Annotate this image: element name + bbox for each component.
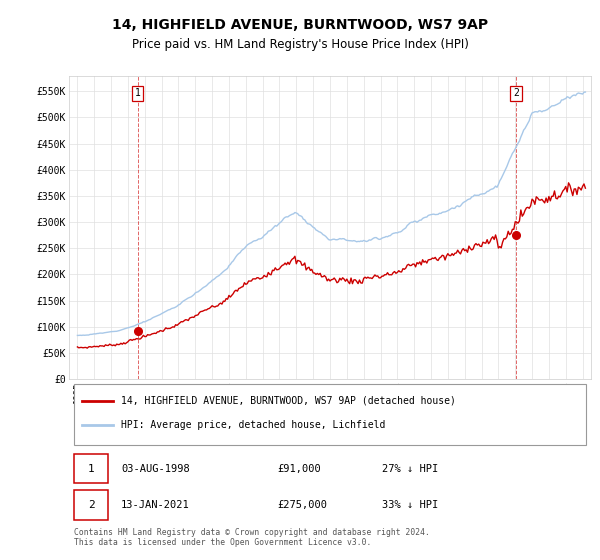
FancyBboxPatch shape: [74, 454, 108, 483]
Text: 13-JAN-2021: 13-JAN-2021: [121, 500, 190, 510]
FancyBboxPatch shape: [74, 491, 108, 520]
Text: HPI: Average price, detached house, Lichfield: HPI: Average price, detached house, Lich…: [121, 420, 386, 430]
Text: Contains HM Land Registry data © Crown copyright and database right 2024.
This d: Contains HM Land Registry data © Crown c…: [74, 528, 430, 548]
Text: 03-AUG-1998: 03-AUG-1998: [121, 464, 190, 474]
Text: Price paid vs. HM Land Registry's House Price Index (HPI): Price paid vs. HM Land Registry's House …: [131, 38, 469, 52]
Text: 2: 2: [513, 88, 519, 99]
Text: 2: 2: [88, 500, 95, 510]
Bar: [74, 384, 586, 445]
Text: 14, HIGHFIELD AVENUE, BURNTWOOD, WS7 9AP: 14, HIGHFIELD AVENUE, BURNTWOOD, WS7 9AP: [112, 18, 488, 32]
Text: 14, HIGHFIELD AVENUE, BURNTWOOD, WS7 9AP (detached house): 14, HIGHFIELD AVENUE, BURNTWOOD, WS7 9AP…: [121, 395, 456, 405]
Text: 33% ↓ HPI: 33% ↓ HPI: [382, 500, 439, 510]
Text: £91,000: £91,000: [278, 464, 322, 474]
Text: 1: 1: [135, 88, 140, 99]
Text: 27% ↓ HPI: 27% ↓ HPI: [382, 464, 439, 474]
Text: £275,000: £275,000: [278, 500, 328, 510]
Text: 1: 1: [88, 464, 95, 474]
